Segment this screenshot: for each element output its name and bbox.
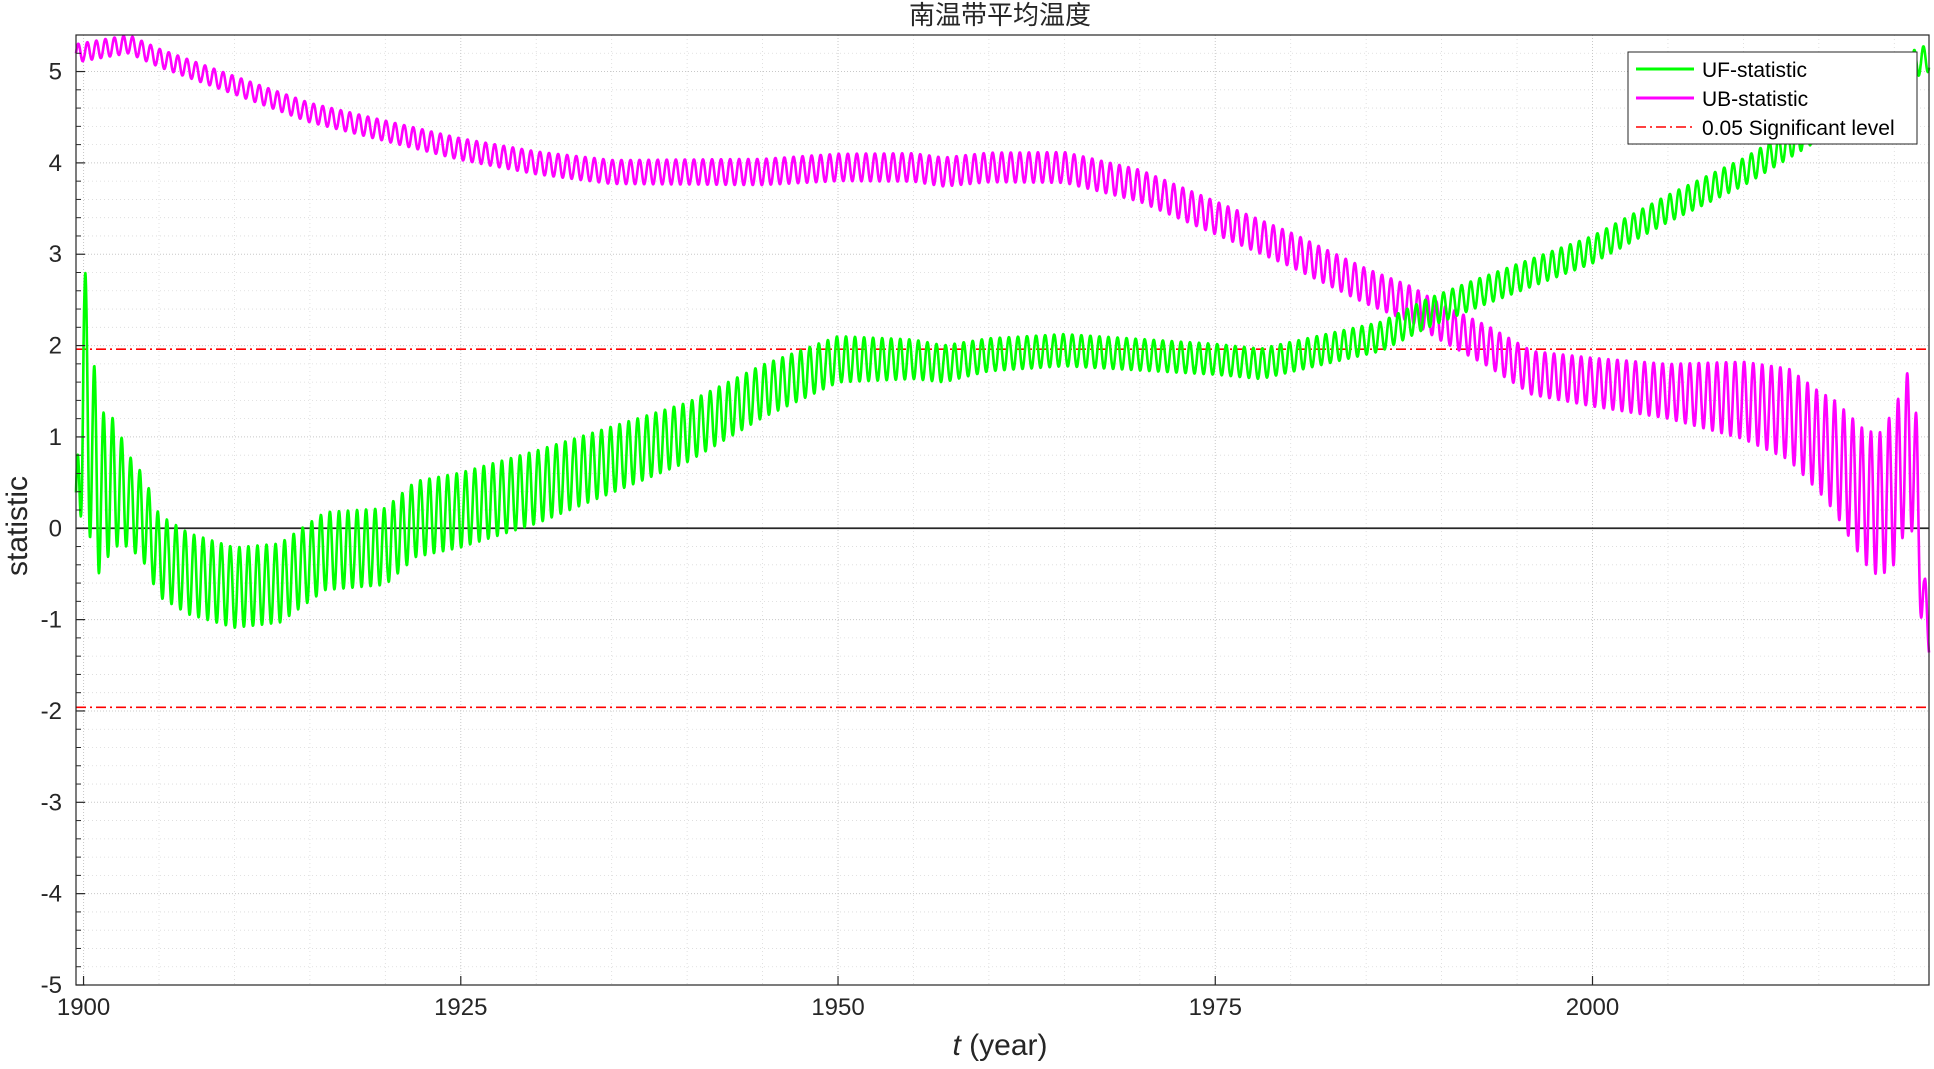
x-tick-label: 1925: [434, 994, 487, 1021]
y-tick-label: -5: [41, 972, 62, 999]
x-tick-label: 1950: [811, 994, 864, 1021]
x-tick-label: 1975: [1189, 994, 1242, 1021]
x-axis-label: t (year): [952, 1029, 1047, 1062]
axis-ticks: [76, 34, 1594, 986]
x-tick-labels: 1900 1925 1950 1975 2000: [57, 994, 1619, 1021]
y-tick-label: 5: [49, 59, 62, 86]
legend: UF-statistic UB-statistic 0.05 Significa…: [1627, 51, 1918, 145]
y-tick-label: -1: [41, 607, 62, 634]
x-axis-label-text: (year): [961, 1029, 1048, 1062]
y-tick-label: 2: [49, 333, 62, 360]
y-tick-label: 3: [49, 241, 62, 268]
legend-label-significance: 0.05 Significant level: [1702, 117, 1895, 140]
chart-title: 南温带平均温度: [909, 1, 1091, 31]
y-tick-label: -3: [41, 789, 62, 816]
x-axis-label-italic: t: [952, 1029, 962, 1062]
y-tick-label: -4: [41, 881, 62, 908]
legend-label-ub: UB-statistic: [1702, 88, 1808, 111]
y-tick-labels: -5 -4 -3 -2 -1 0 1 2 3 4 5: [41, 59, 62, 999]
ub-statistic-line: [74, 34, 1931, 653]
minor-grid: [76, 34, 1929, 985]
uf-statistic-line: [74, 45, 1931, 629]
y-tick-label: -2: [41, 698, 62, 725]
series-layer: [74, 34, 1931, 653]
y-axis-label: statistic: [1, 476, 34, 576]
legend-label-uf: UF-statistic: [1702, 59, 1807, 82]
y-tick-label: 1: [49, 424, 62, 451]
x-tick-label: 1900: [57, 994, 110, 1021]
x-tick-label: 2000: [1566, 994, 1619, 1021]
y-tick-label: 0: [49, 515, 62, 542]
y-tick-label: 4: [49, 150, 62, 177]
